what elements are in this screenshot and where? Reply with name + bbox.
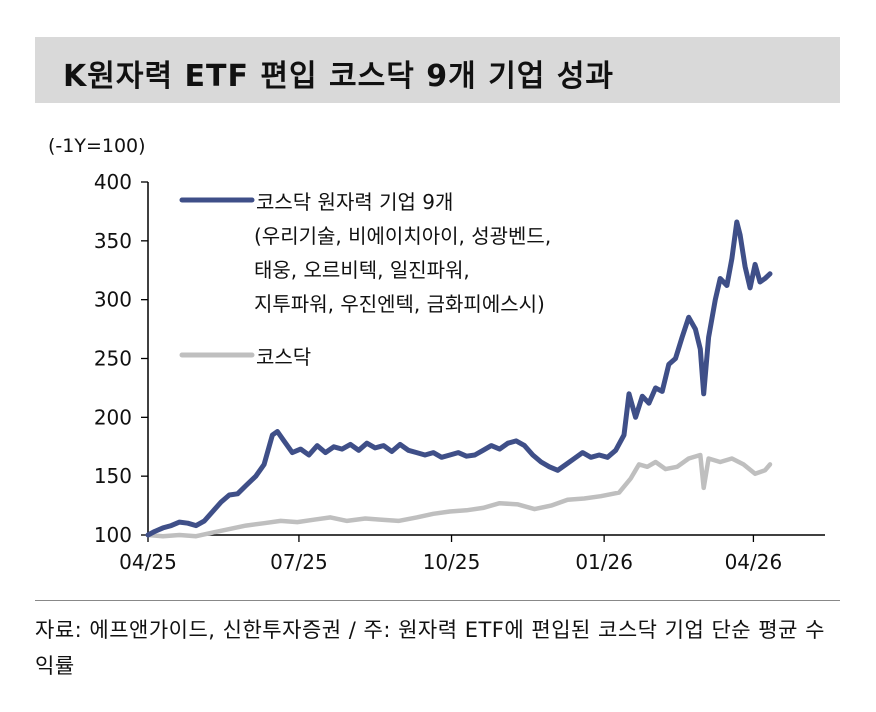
series-layer xyxy=(145,219,773,539)
x-tick-label: 04/26 xyxy=(725,550,783,574)
legend-label: 지투파워, 우진엔텍, 금화피에스시) xyxy=(254,292,545,316)
y-tick-label: 350 xyxy=(94,229,132,253)
series-line-nuclear9 xyxy=(145,219,773,538)
x-tick-label: 04/25 xyxy=(119,550,177,574)
legend: 코스닥 원자력 기업 9개 (우리기술, 비에이치아이, 성광벤드, 태웅, 오르비… xyxy=(179,190,551,369)
y-tick-label: 150 xyxy=(94,464,132,488)
x-tick-label: 01/26 xyxy=(575,550,633,574)
y-tick-label: 100 xyxy=(94,523,132,547)
series-line-kosdaq xyxy=(145,452,773,539)
source-footnote: 자료: 에프앤가이드, 신한투자증권 / 주: 원자력 ETF에 편입된 코스닥… xyxy=(35,618,825,678)
line-chart: (-1Y=100) 100 150 200 250 300 350 400 04/25 07/25… xyxy=(48,135,825,574)
y-tick-label: 400 xyxy=(94,170,132,194)
x-tick-label: 07/25 xyxy=(270,550,328,574)
footer-divider xyxy=(35,600,840,601)
y-tick-label: 300 xyxy=(94,288,132,312)
axes: (-1Y=100) 100 150 200 250 300 350 400 04/25 07/25… xyxy=(48,135,825,574)
legend-label: 코스닥 원자력 기업 9개 xyxy=(256,190,453,214)
legend-label: 태웅, 오르비텍, 일진파워, xyxy=(254,258,470,282)
y-tick-label: 200 xyxy=(94,405,132,429)
chart-title: K원자력 ETF 편입 코스닥 9개 기업 성과 xyxy=(63,59,615,94)
y-tick-label: 250 xyxy=(94,347,132,371)
title-bar: K원자력 ETF 편입 코스닥 9개 기업 성과 xyxy=(35,37,840,103)
legend-label: (우리기술, 비에이치아이, 성광벤드, xyxy=(254,224,551,248)
x-tick-label: 10/25 xyxy=(423,550,481,574)
y-unit-label: (-1Y=100) xyxy=(48,135,146,157)
legend-label: 코스닥 xyxy=(256,345,311,369)
